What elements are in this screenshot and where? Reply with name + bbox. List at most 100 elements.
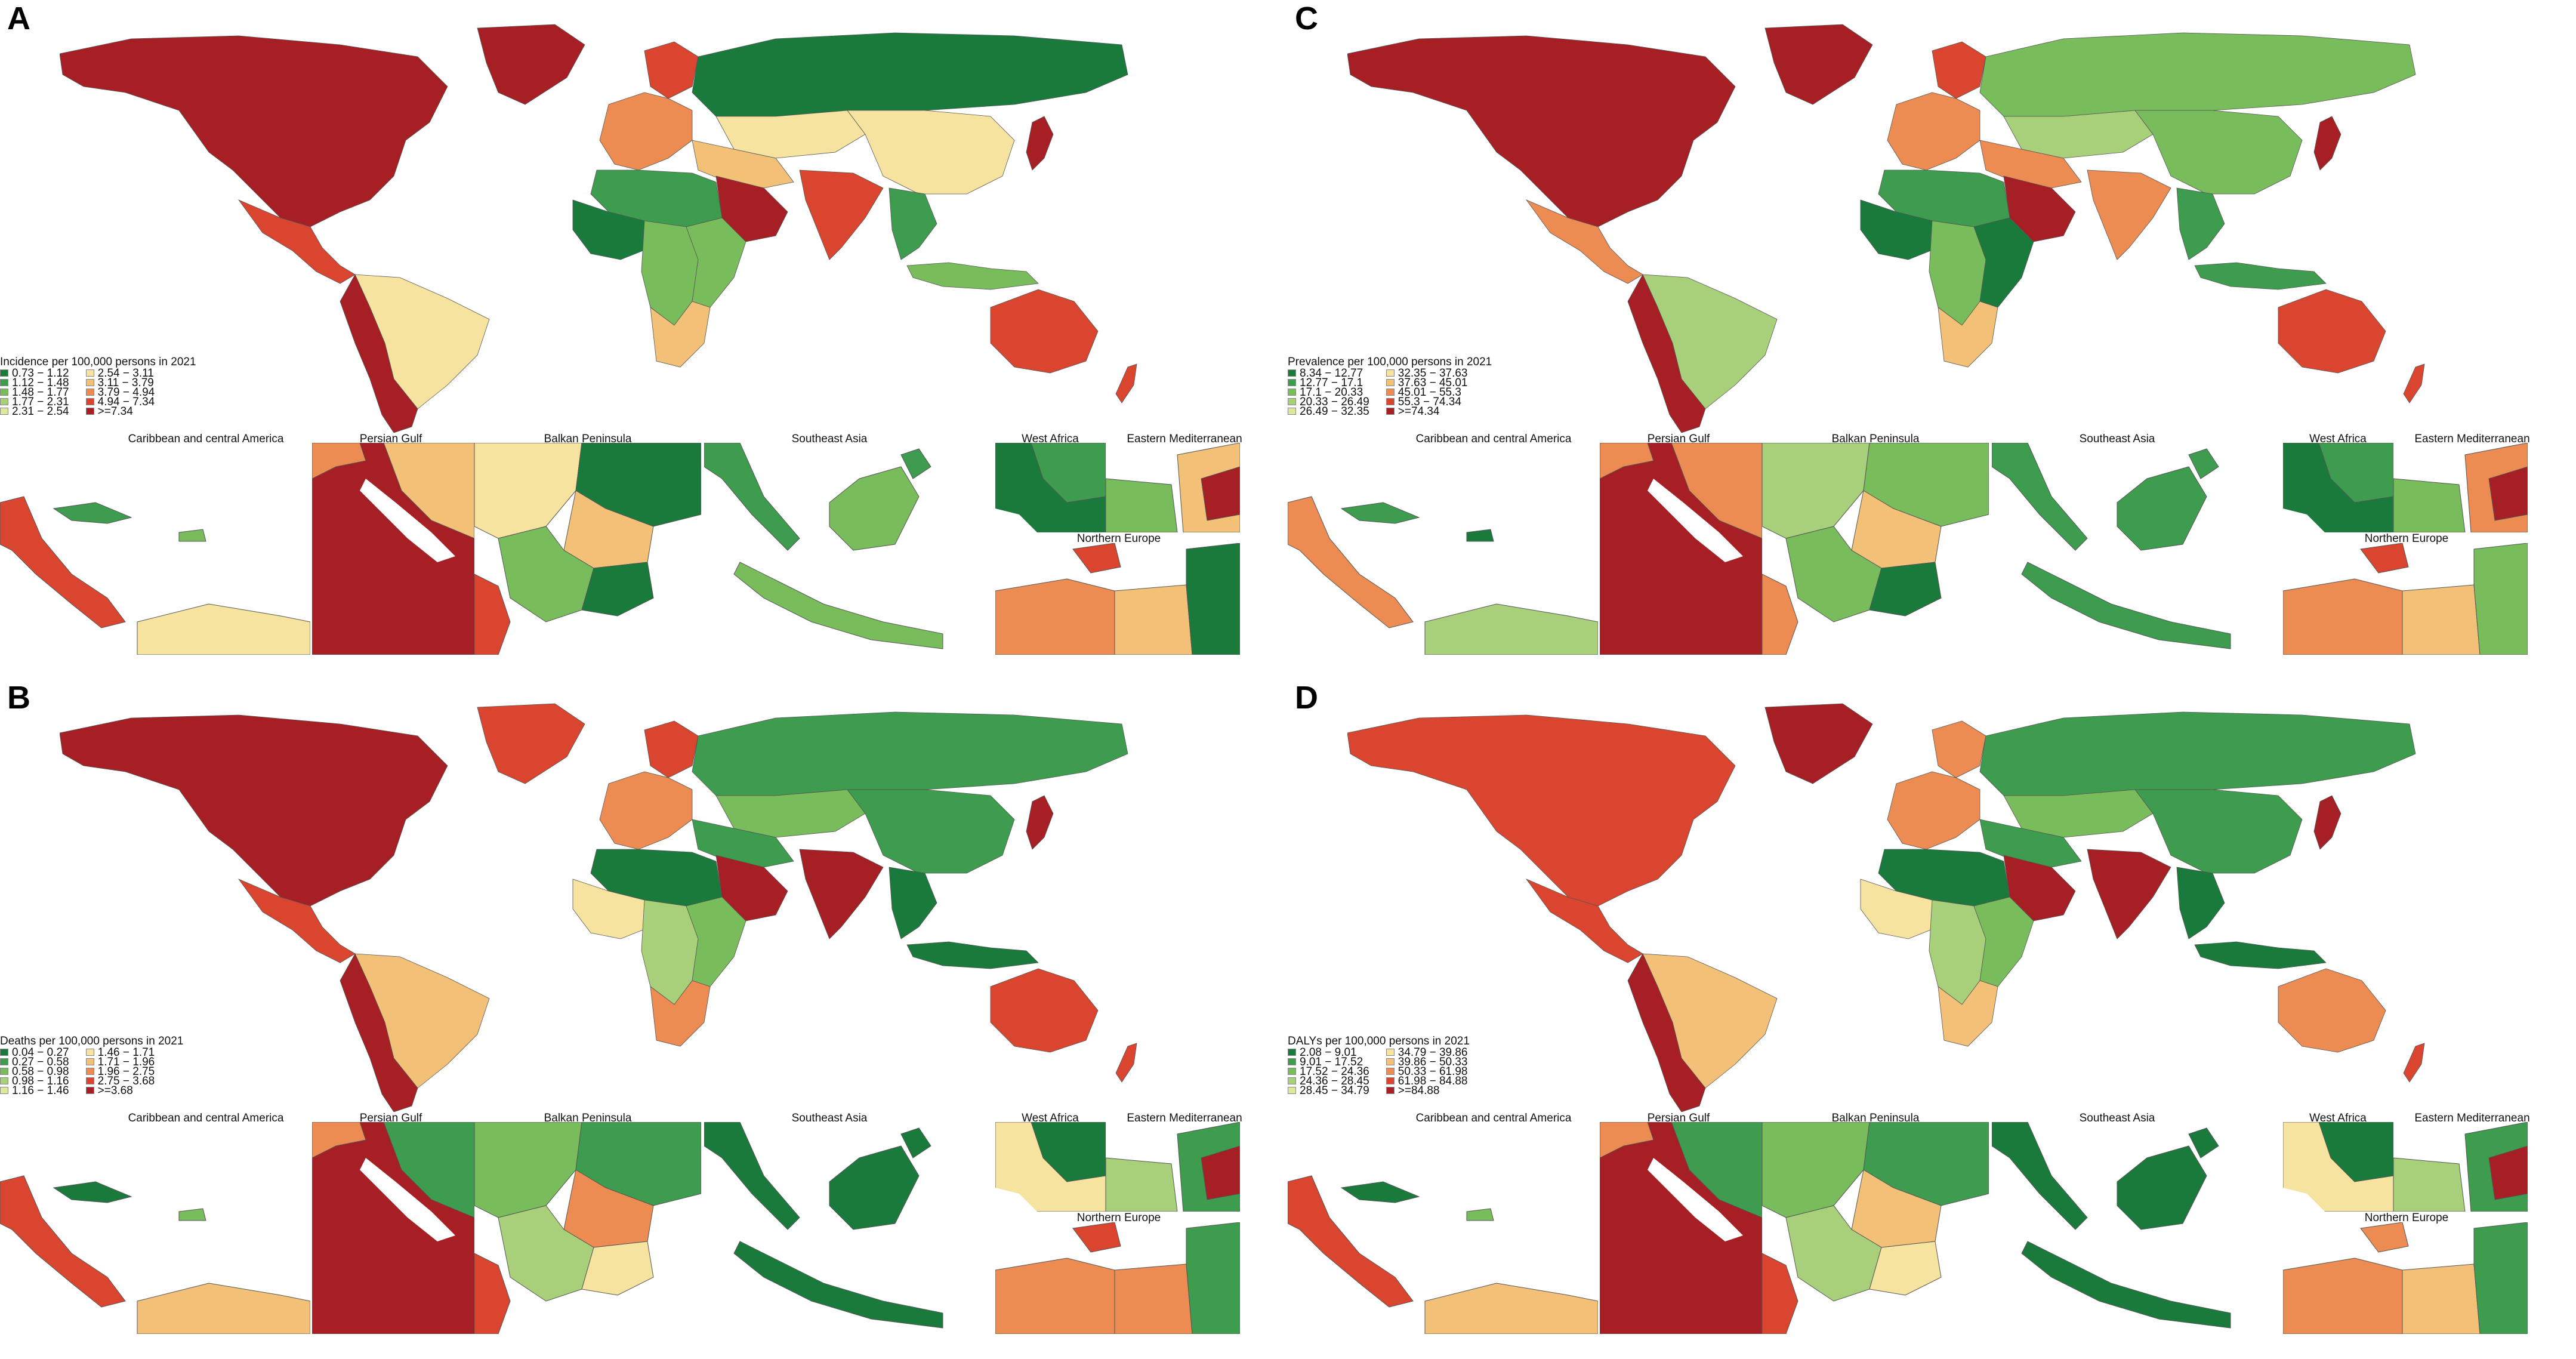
inset-west-africa: [2283, 1122, 2393, 1212]
legend-title: Incidence per 100,000 persons in 2021: [0, 356, 196, 368]
inset-region: [1466, 529, 1494, 542]
inset-region: [2283, 1258, 2403, 1334]
legend-swatch: [1288, 398, 1296, 405]
map-panel-d: D: [1288, 679, 2575, 1358]
legend-item-right-5: >=74.34: [1386, 406, 1468, 417]
inset-region: [1762, 1122, 1870, 1218]
east-africa-region: [686, 896, 746, 987]
east-africa-region: [1973, 896, 2034, 987]
southern-africa-region: [1938, 980, 1998, 1047]
inset-region: [1671, 1122, 1762, 1218]
inset-region: [2117, 466, 2207, 551]
japan-region: [1026, 795, 1054, 850]
inset-eastern-med: [1106, 443, 1240, 532]
north-america-region: [1347, 35, 1736, 227]
world-map: [1347, 24, 2425, 433]
legend-item-left-2: 9.01 − 17.52: [1288, 1055, 1369, 1068]
legend-label: 1.48 − 1.77: [12, 386, 69, 399]
japan-region: [2313, 116, 2341, 171]
legend-swatch: [1288, 1087, 1296, 1094]
panel-letter: D: [1295, 680, 1318, 716]
inset-region: [900, 1127, 931, 1158]
legend-swatch: [1288, 408, 1296, 415]
legend-swatch: [0, 379, 8, 386]
inset-caribbean: [1288, 1122, 1598, 1334]
inset-southeast-asia: [1992, 443, 2242, 655]
inset-label-northern-europe: Northern Europe: [1076, 1212, 1161, 1224]
legend-label: 2.75 − 3.68: [97, 1074, 155, 1087]
inset-label-balkan: Balkan Peninsula: [544, 1112, 632, 1124]
indonesia-region: [2194, 262, 2327, 290]
inset-label-west-africa: West Africa: [2309, 433, 2367, 445]
australia-region: [2278, 289, 2386, 374]
legend-swatch: [1386, 408, 1395, 415]
russia-region: [692, 711, 1128, 796]
inset-region: [1762, 1253, 1798, 1334]
legend-swatch: [1386, 1077, 1395, 1084]
inset-label-balkan: Balkan Peninsula: [1831, 433, 1920, 445]
inset-region: [995, 578, 1115, 655]
legend-item-right-1: 34.79 − 39.86: [1386, 1047, 1468, 1058]
inset-region: [0, 496, 126, 628]
inset-northern-europe: [2283, 1222, 2528, 1334]
inset-label-caribbean: Caribbean and central America: [128, 433, 284, 445]
inset-southeast-asia: [704, 1122, 955, 1334]
inset-region: [474, 1122, 582, 1218]
india-region: [799, 170, 884, 260]
inset-region: [1186, 1222, 1240, 1334]
legend-label: 1.16 − 1.46: [12, 1084, 69, 1097]
inset-label-persian-gulf: Persian Gulf: [359, 433, 422, 445]
inset-region: [474, 443, 582, 539]
inset-region: [2393, 478, 2466, 532]
north-america-region: [60, 35, 448, 227]
legend-label: >=3.68: [97, 1084, 133, 1097]
east-africa-region: [686, 217, 746, 308]
inset-region: [2402, 1264, 2481, 1334]
inset-label-northern-europe: Northern Europe: [1076, 532, 1161, 545]
inset-region: [900, 448, 931, 479]
inset-region: [1600, 443, 1654, 479]
legend-columns: 8.34 − 12.77 12.77 − 17.1 17.1 − 20.33 20.3…: [1288, 368, 1538, 417]
inset-region: [1340, 502, 1420, 524]
legend: Prevalence per 100,000 persons in 2021 8…: [1288, 356, 1538, 417]
inset-label-southeast-asia: Southeast Asia: [791, 1112, 868, 1124]
inset-region: [178, 1208, 206, 1221]
legend-column-left: 8.34 − 12.77 12.77 − 17.1 17.1 − 20.33 20.3…: [1288, 368, 1369, 417]
inset-region: [474, 1253, 511, 1334]
inset-caribbean: [0, 443, 310, 655]
inset-label-caribbean: Caribbean and central America: [1415, 1112, 1572, 1124]
inset-southeast-asia: [704, 443, 955, 655]
legend-label: 39.86 − 50.33: [1397, 1055, 1468, 1068]
middle-east-region: [692, 140, 794, 189]
legend-swatch: [85, 1049, 94, 1056]
europe-region: [599, 771, 693, 850]
west-south-america-region: [340, 953, 418, 1112]
inset-label-west-africa: West Africa: [2309, 1112, 2367, 1124]
legend-column-left: 0.73 − 1.12 1.12 − 1.48 1.48 − 1.77 1.77 − …: [0, 368, 69, 417]
legend-swatch: [0, 1087, 8, 1094]
inset-region: [1031, 443, 1106, 503]
legend-label: 9.01 − 17.52: [1300, 1055, 1363, 1068]
new-zealand-region: [1115, 363, 1137, 403]
legend-column-right: 2.54 − 3.11 3.11 − 3.79 3.79 − 4.94 4.94 − …: [85, 368, 155, 417]
legend-item-right-4: 55.3 − 74.34: [1386, 396, 1468, 408]
legend-item-left-1: 8.34 − 12.77: [1288, 368, 1369, 379]
legend-item-left-3: 17.52 − 24.36: [1288, 1066, 1369, 1077]
inset-region: [1072, 1222, 1121, 1253]
legend-label: 2.08 − 9.01: [1300, 1046, 1357, 1059]
indonesia-region: [906, 941, 1039, 969]
legend-item-left-1: 0.04 − 0.27: [0, 1047, 69, 1058]
inset-balkan: [1762, 1122, 1989, 1334]
inset-region: [581, 562, 654, 617]
inset-region: [2473, 1222, 2528, 1334]
japan-region: [1026, 116, 1054, 171]
legend-label: 0.98 − 1.16: [12, 1074, 69, 1087]
inset-region: [474, 574, 511, 655]
inset-region: [1762, 574, 1798, 655]
inset-region: [53, 502, 132, 524]
legend-item-right-3: 3.79 − 4.94: [85, 387, 155, 398]
scandinavia-region: [644, 41, 699, 99]
inset-label-caribbean: Caribbean and central America: [128, 1112, 284, 1124]
inset-region: [2488, 466, 2528, 521]
world-map: [60, 24, 1137, 433]
